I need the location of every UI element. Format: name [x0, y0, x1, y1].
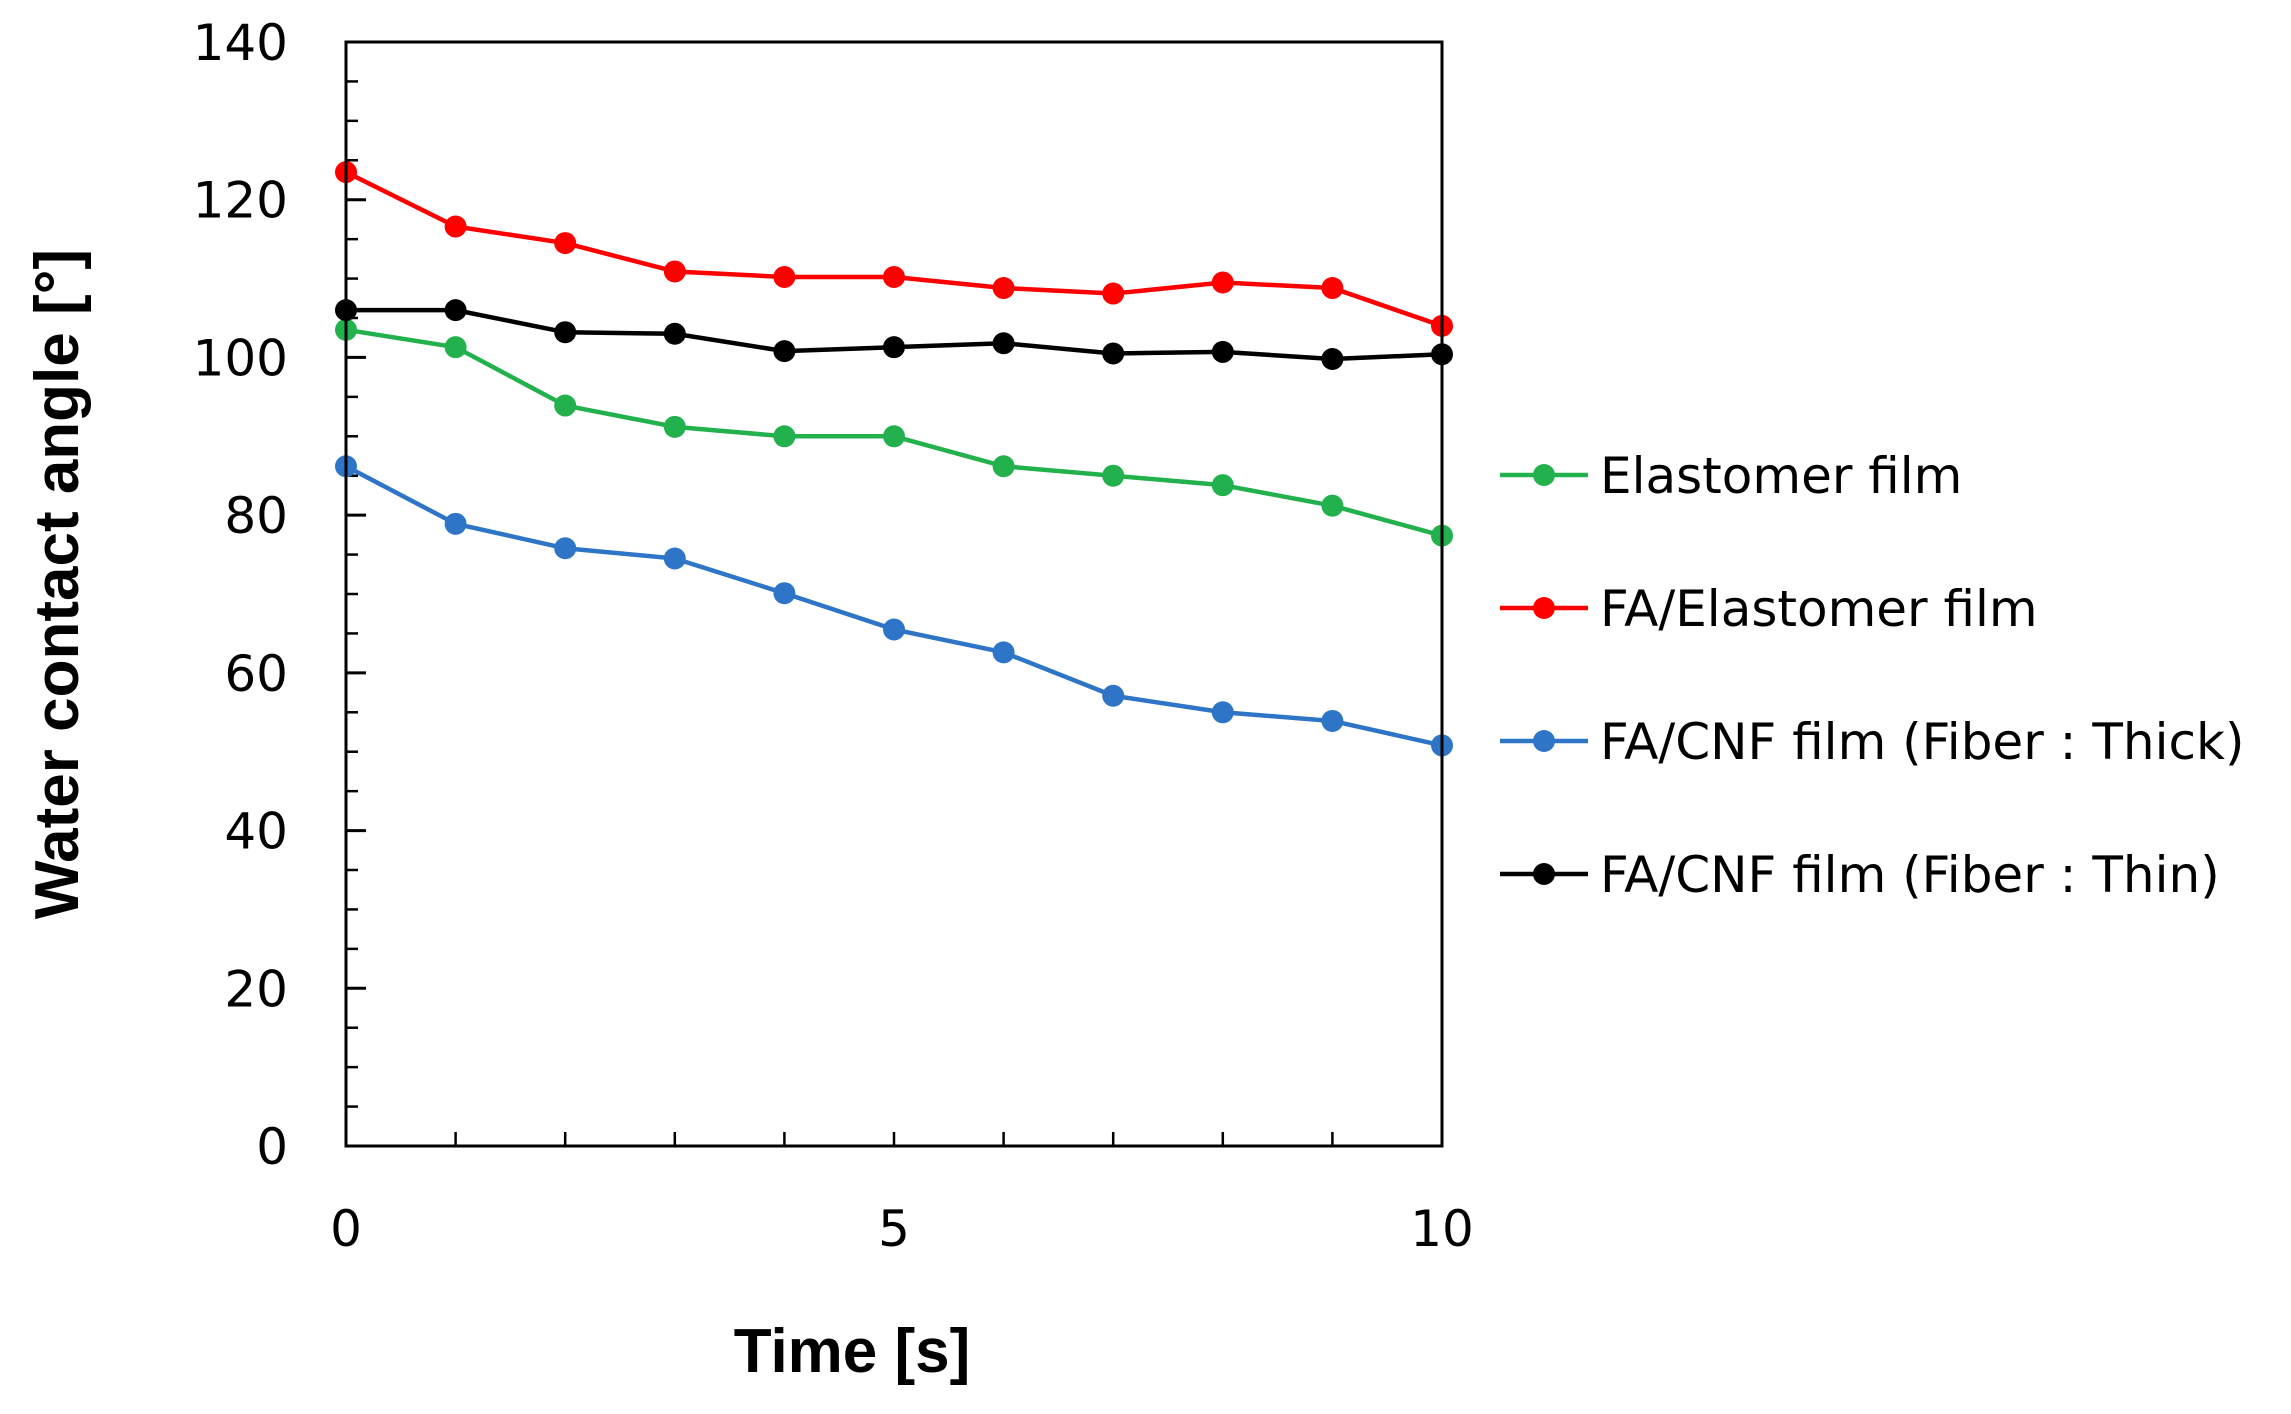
series-layer — [335, 161, 1453, 757]
legend-item: FA/CNF film (Fiber : Thick) — [1500, 713, 2244, 771]
data-point — [444, 512, 467, 535]
x-axis: 0 5 10 — [330, 1200, 1474, 1258]
data-point — [444, 299, 467, 322]
series-elastomer-film — [335, 318, 1453, 547]
minor-ticks — [346, 80, 1334, 1146]
series-line — [344, 170, 1443, 329]
y-tick-label: 100 — [193, 329, 288, 387]
data-point — [1102, 684, 1125, 707]
data-point — [992, 641, 1015, 664]
y-axis-title: Water contact angle [°] — [23, 249, 92, 919]
data-point — [773, 265, 796, 288]
data-point — [554, 232, 577, 255]
legend: Elastomer film FA/Elastomer film FA/CNF fi… — [1500, 447, 2244, 904]
data-point — [444, 215, 467, 238]
x-tick-label: 0 — [330, 1200, 362, 1258]
data-point — [1321, 494, 1344, 517]
data-point — [1102, 342, 1125, 365]
series-line — [344, 464, 1443, 748]
data-point — [1321, 348, 1344, 371]
series-fa-cnf-film-fiber-thin — [335, 299, 1453, 371]
y-tick-label: 40 — [224, 803, 288, 861]
data-point — [992, 332, 1015, 355]
legend-label: FA/CNF film (Fiber : Thin) — [1600, 846, 2220, 904]
series-fa-elastomer-film — [335, 161, 1453, 337]
legend-marker — [1533, 730, 1555, 752]
data-point — [992, 455, 1015, 478]
legend-item: Elastomer film — [1500, 447, 1962, 505]
data-point — [883, 618, 905, 641]
legend-item: FA/Elastomer film — [1500, 580, 2038, 638]
data-point — [883, 425, 905, 448]
data-point — [883, 336, 905, 359]
legend-label: FA/Elastomer film — [1600, 580, 2038, 638]
data-point — [663, 547, 686, 570]
x-tick-label: 5 — [878, 1200, 910, 1258]
y-tick-label: 140 — [193, 14, 288, 72]
data-point — [992, 277, 1015, 300]
y-tick-label: 120 — [193, 172, 288, 230]
data-point — [1321, 277, 1344, 300]
legend-marker — [1533, 464, 1555, 486]
x-tick-label: 10 — [1410, 1200, 1474, 1258]
data-point — [663, 260, 686, 283]
y-tick-label: 60 — [224, 645, 288, 703]
y-tick-label: 80 — [224, 487, 288, 545]
legend-marker — [1533, 597, 1555, 619]
data-point — [773, 582, 796, 605]
data-point — [773, 340, 796, 363]
data-point — [1211, 271, 1234, 294]
data-point — [663, 322, 686, 345]
data-point — [554, 321, 577, 344]
x-axis-title: Time [s] — [734, 1317, 971, 1386]
data-point — [773, 425, 796, 448]
data-point — [1211, 701, 1234, 724]
legend-label: Elastomer film — [1600, 447, 1962, 505]
data-point — [554, 537, 577, 560]
y-axis: 0 20 40 60 80 100 120 140 — [193, 14, 366, 1176]
data-point — [883, 265, 905, 288]
data-point — [1102, 282, 1125, 305]
legend-marker — [1533, 863, 1555, 885]
y-tick-label: 0 — [256, 1118, 288, 1176]
plot-frame — [344, 40, 1444, 1148]
data-point — [663, 415, 686, 438]
data-point — [1102, 464, 1125, 487]
y-tick-label: 20 — [224, 960, 288, 1018]
data-point — [444, 336, 467, 359]
data-point — [1321, 709, 1344, 732]
data-point — [554, 394, 577, 417]
legend-label: FA/CNF film (Fiber : Thick) — [1600, 713, 2244, 771]
series-fa-cnf-film-fiber-thick — [335, 455, 1453, 757]
legend-item: FA/CNF film (Fiber : Thin) — [1500, 846, 2220, 904]
data-point — [1211, 340, 1234, 363]
data-point — [1211, 474, 1234, 497]
